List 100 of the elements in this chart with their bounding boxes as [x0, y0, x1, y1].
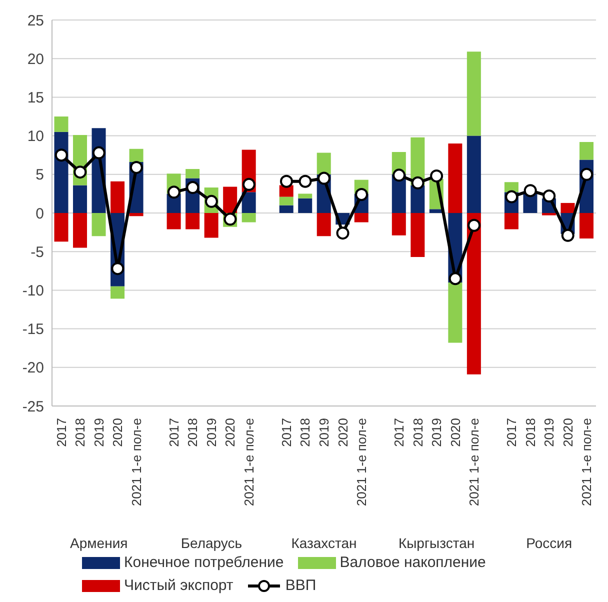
y-tick-label: -20 — [22, 360, 44, 377]
x-tick-label: 2019 — [91, 418, 106, 447]
x-tick-label: 2019 — [316, 418, 332, 447]
point — [92, 146, 106, 160]
point — [186, 181, 200, 194]
bar — [448, 282, 462, 343]
x-tick-label: 2020 — [448, 418, 463, 447]
bar — [54, 116, 68, 132]
x-tick-label: 2019 — [542, 418, 557, 447]
y-tick-label: 10 — [27, 128, 44, 146]
point — [524, 184, 537, 198]
x-tick-label: 2019 — [204, 418, 219, 447]
x-tick-label: 2019 — [429, 418, 444, 447]
bar — [166, 213, 181, 230]
bar — [298, 198, 312, 213]
bar — [279, 196, 294, 206]
x-tick-label: 2017 — [278, 418, 294, 447]
legend-label: ВВП — [285, 577, 316, 594]
x-tick-label: 2018 — [522, 418, 538, 447]
text: Беларусь — [180, 535, 242, 551]
x-tick-label: 2017 — [166, 418, 182, 447]
point — [318, 172, 330, 185]
y-tick-label: 15 — [27, 90, 44, 107]
bar — [560, 202, 575, 213]
x-tick-label: 2021 1-е пол-е — [579, 418, 594, 506]
y-tick-label: 25 — [27, 12, 44, 30]
bar — [354, 213, 368, 222]
bar — [73, 213, 88, 248]
x-tick-label: 2020 — [222, 418, 238, 447]
point — [130, 160, 143, 174]
x-tick-label: 2018 — [72, 418, 88, 447]
y-tick-label: 5 — [36, 166, 44, 184]
bar — [242, 192, 256, 213]
legend-label: Валовое накопление — [340, 554, 486, 571]
point — [111, 262, 124, 276]
text: Казахстан — [291, 535, 357, 551]
bar — [110, 181, 125, 213]
bar — [466, 52, 481, 136]
x-tick-label: 2017 — [392, 418, 407, 447]
text: Кыргызстан — [398, 535, 475, 551]
x-tick-label: 2021 1-е пол-е — [128, 418, 144, 506]
point — [298, 174, 312, 188]
bar — [279, 205, 294, 213]
y-tick-label: 20 — [27, 50, 44, 68]
x-tick-label: 2018 — [185, 418, 200, 447]
bar — [579, 142, 594, 160]
bar — [410, 213, 425, 258]
point — [336, 226, 350, 240]
bar — [223, 186, 238, 213]
bar — [410, 185, 425, 213]
point — [392, 168, 406, 182]
x-tick-label: 2021 1-е пол-е — [241, 418, 256, 506]
point — [242, 178, 256, 191]
x-tick-label: 2017 — [54, 418, 69, 447]
x-tick-label: 2017 — [504, 418, 520, 447]
point — [411, 176, 424, 190]
point — [355, 188, 368, 201]
point — [54, 148, 68, 162]
bar — [579, 213, 594, 238]
bar — [316, 152, 331, 174]
x-tick-label: 2018 — [298, 418, 313, 447]
y-tick-label: -5 — [30, 244, 44, 261]
legend-label: Конечное потребление — [124, 554, 284, 571]
y-tick-label: -15 — [22, 321, 44, 338]
point — [468, 218, 481, 232]
bar — [298, 194, 312, 198]
bar — [316, 213, 331, 236]
y-tick-label: 0 — [36, 205, 44, 222]
bar — [54, 213, 68, 242]
bar — [504, 213, 518, 230]
x-tick-label: 2018 — [410, 418, 426, 447]
y-tick-label: -25 — [22, 398, 44, 416]
point — [430, 169, 444, 182]
point — [280, 174, 293, 188]
point — [448, 272, 462, 286]
bar — [242, 213, 256, 222]
bar — [129, 148, 144, 162]
x-tick-label: 2020 — [110, 418, 126, 447]
x-tick-label: 2020 — [335, 418, 350, 447]
point — [561, 228, 574, 242]
bar — [466, 213, 481, 374]
bar — [186, 168, 200, 178]
bar — [204, 213, 218, 238]
point — [167, 186, 180, 199]
legend-label: Чистый экспорт — [124, 577, 234, 594]
text: Россия — [526, 535, 572, 551]
bar — [129, 213, 144, 216]
x-tick-label: 2020 — [560, 418, 576, 447]
point — [74, 166, 87, 179]
bar — [186, 213, 200, 230]
bar — [110, 286, 125, 299]
text: Армения — [70, 535, 128, 551]
x-tick-label: 2021 1-е пол-е — [354, 418, 370, 506]
point — [542, 190, 556, 203]
x-tick-label: 2021 1-е пол-е — [466, 418, 482, 506]
bar — [504, 182, 518, 192]
y-tick-label: -10 — [22, 282, 44, 300]
point — [580, 168, 594, 181]
bar — [466, 136, 481, 213]
bar — [448, 144, 462, 213]
